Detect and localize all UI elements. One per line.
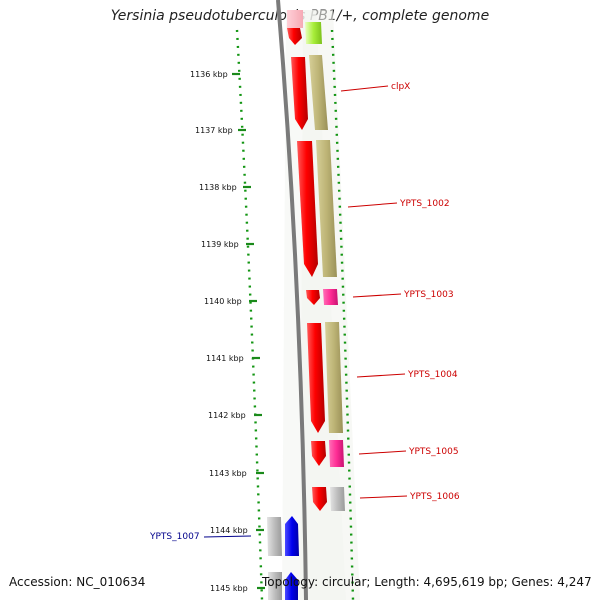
cog-bars (287, 10, 345, 511)
leader-line-YPTS-1004 (356, 373, 406, 378)
tick-1143-label: 1143 kbp (209, 469, 247, 478)
tick-marks: 1136 kbp 1137 kbp 1138 kbp 1139 kbp 1140… (190, 70, 265, 593)
leader-line-YPTS-1007 (203, 535, 252, 538)
tick-1142-label: 1142 kbp (208, 411, 246, 420)
gene-arrow-YPTS-1005[interactable] (311, 441, 326, 466)
cog-bar-YPTS-1002 (316, 140, 337, 277)
cog-bar-clpX (309, 55, 328, 130)
topology-text: Topology: circular; Length: 4,695,619 bp… (262, 575, 592, 589)
gene-arrow-YPTS-1006[interactable] (312, 487, 327, 511)
cog-bar-YPTS-1003 (323, 289, 338, 305)
tick-1145-label: 1145 kbp (210, 584, 248, 593)
cog-bar-YPTS-1004 (325, 322, 343, 433)
tick-1139-label: 1139 kbp (201, 240, 239, 249)
gene-label-YPTS-1003[interactable]: YPTS_1003 (403, 290, 454, 300)
cog-bar-YPTS-1006 (330, 487, 345, 511)
cog-bar-top-pink (287, 10, 303, 28)
leader-line-YPTS-1002 (347, 202, 398, 208)
tick-1136-label: 1136 kbp (190, 70, 228, 79)
gene-arrow-YPTS-1007[interactable] (285, 516, 299, 556)
outer-dotted-ring (330, 29, 355, 600)
reverse-strand-genes (267, 516, 299, 600)
gene-label-YPTS-1006[interactable]: YPTS_1006 (409, 492, 460, 502)
gene-label-clpX[interactable]: clpX (391, 82, 410, 92)
cog-bar-YPTS-1005 (329, 440, 344, 467)
tick-1138-label: 1138 kbp (199, 183, 237, 192)
gene-label-YPTS-1002[interactable]: YPTS_1002 (399, 199, 450, 209)
gene-arrow-YPTS-1003[interactable] (306, 290, 320, 305)
gene-arrow-clpX[interactable] (291, 57, 308, 130)
cog-bar-bottom-gray (268, 572, 282, 600)
gene-arrow-YPTS-1004[interactable] (307, 323, 325, 433)
leader-line-YPTS-1005 (358, 450, 407, 455)
accession-text: Accession: NC_010634 (9, 575, 146, 589)
tick-1144-label: 1144 kbp (210, 526, 248, 535)
gene-labels: clpX YPTS_1002 YPTS_1003 YPTS_1004 YPTS_… (149, 82, 460, 542)
tick-1140-label: 1140 kbp (204, 297, 242, 306)
tick-1137-label: 1137 kbp (195, 126, 233, 135)
tick-1141-label: 1141 kbp (206, 354, 244, 363)
cog-bar-YPTS-1007 (267, 517, 282, 556)
gene-arrow-top[interactable] (287, 28, 302, 45)
gene-label-YPTS-1004[interactable]: YPTS_1004 (407, 370, 458, 380)
gene-label-YPTS-1005[interactable]: YPTS_1005 (408, 447, 459, 457)
genome-backbone (276, 0, 308, 600)
leader-line-YPTS-1006 (359, 495, 408, 499)
leader-line-YPTS-1003 (352, 293, 402, 298)
forward-strand-genes (287, 28, 327, 511)
gene-label-YPTS-1007[interactable]: YPTS_1007 (149, 532, 200, 542)
gene-arrow-bottom-blue[interactable] (285, 572, 298, 600)
gene-arrow-YPTS-1002[interactable] (297, 141, 318, 277)
leader-line-clpX (340, 85, 389, 92)
inner-dotted-ring (235, 29, 264, 600)
cog-bar-top-lime (305, 22, 322, 44)
